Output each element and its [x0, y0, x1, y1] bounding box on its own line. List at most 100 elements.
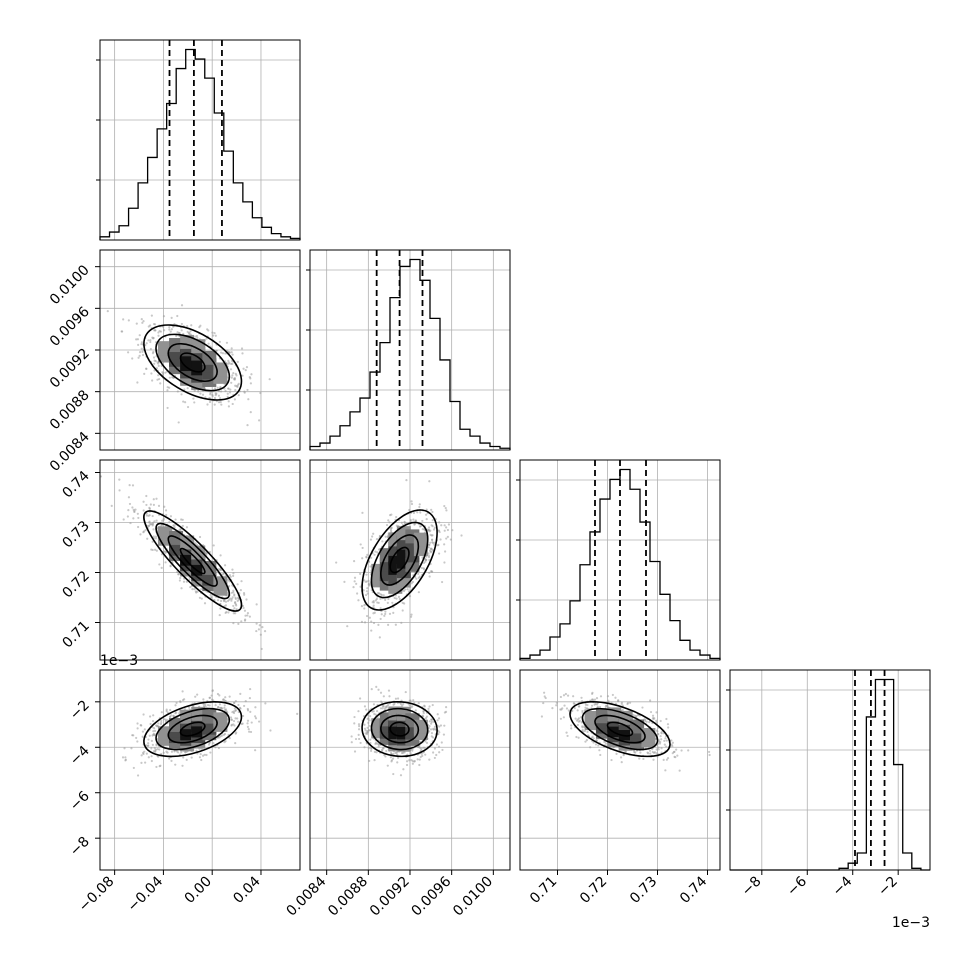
sample-point	[394, 697, 398, 700]
sample-point	[212, 742, 215, 745]
sample-point	[353, 750, 357, 753]
sample-point	[161, 371, 164, 374]
sample-point	[388, 612, 392, 615]
sample-point	[437, 543, 440, 546]
sample-point	[132, 766, 135, 770]
sample-point	[433, 756, 436, 760]
sample-point	[431, 510, 434, 514]
sample-point	[418, 758, 421, 761]
sample-point	[186, 330, 189, 334]
sample-point	[570, 724, 573, 727]
sample-point	[185, 526, 189, 529]
sample-point	[400, 521, 403, 524]
sample-point	[372, 710, 375, 713]
sample-point	[136, 740, 139, 743]
sample-point	[354, 737, 358, 741]
sample-point	[438, 751, 441, 754]
sample-point	[100, 475, 103, 478]
sample-point	[435, 743, 439, 746]
sample-point	[157, 504, 161, 507]
sample-point	[148, 324, 152, 327]
sample-point	[158, 563, 161, 566]
sample-point	[155, 549, 158, 552]
sample-point	[432, 727, 435, 731]
sample-point	[443, 543, 446, 546]
sample-point	[140, 341, 143, 344]
sample-point	[666, 757, 670, 760]
sample-point	[183, 388, 186, 391]
sample-point	[375, 751, 378, 754]
sample-point	[131, 734, 134, 737]
sample-point	[559, 717, 563, 720]
sample-point	[136, 381, 139, 384]
sample-point	[446, 535, 449, 538]
sample-point	[350, 741, 353, 744]
sample-point	[365, 573, 368, 576]
sample-point	[133, 510, 136, 514]
sample-point	[642, 757, 645, 761]
sample-point	[233, 398, 236, 401]
sample-point	[408, 699, 411, 702]
sample-point	[157, 374, 160, 377]
sample-point	[581, 728, 584, 732]
sample-point	[446, 528, 450, 532]
sample-point	[175, 334, 178, 338]
sample-point	[229, 388, 232, 391]
x-tick-label: 0.04	[230, 873, 263, 906]
sample-point	[176, 570, 179, 574]
contour-line	[581, 707, 659, 751]
sample-point	[403, 521, 406, 524]
sample-point	[247, 727, 250, 731]
sample-point	[151, 514, 154, 518]
sample-point	[120, 330, 123, 333]
sample-point	[144, 761, 147, 764]
sample-point	[178, 335, 181, 338]
sample-point	[199, 753, 202, 756]
sample-point	[148, 734, 151, 737]
sample-point	[168, 757, 171, 760]
sample-point	[430, 508, 433, 511]
sample-point	[199, 392, 202, 395]
sample-point	[381, 748, 384, 751]
sample-point	[372, 532, 375, 535]
sample-point	[429, 533, 432, 536]
sample-point	[232, 719, 236, 723]
x-tick-label: 0.0100	[450, 874, 496, 920]
sample-point	[380, 613, 383, 616]
sample-point	[543, 691, 546, 694]
sample-point	[384, 755, 387, 758]
sample-point	[223, 704, 226, 707]
sample-point	[177, 573, 180, 576]
sample-point	[197, 390, 200, 393]
sample-point	[379, 607, 382, 610]
sample-point	[375, 685, 378, 689]
sample-point	[410, 613, 413, 616]
panel-content	[121, 687, 299, 777]
sample-point	[268, 378, 271, 381]
sample-point	[150, 739, 154, 742]
sample-point	[428, 558, 431, 562]
sample-point	[382, 747, 385, 750]
sample-point	[161, 373, 165, 376]
sample-point	[421, 528, 424, 531]
sample-point	[581, 725, 584, 728]
sample-point	[234, 742, 237, 745]
sample-point	[433, 747, 437, 750]
sample-point	[649, 699, 652, 702]
sample-point	[232, 622, 235, 625]
sample-point	[381, 540, 384, 543]
sample-point	[155, 497, 158, 500]
y-tick-label: −8	[67, 834, 93, 860]
sample-point	[173, 526, 176, 529]
sample-point	[361, 546, 364, 550]
sample-point	[396, 756, 400, 759]
sample-point	[152, 732, 155, 735]
sample-point	[168, 521, 171, 524]
sample-point	[152, 750, 156, 753]
sample-point	[233, 707, 236, 710]
y-tick-label: 0.0092	[47, 346, 93, 392]
sample-point	[433, 526, 436, 529]
sample-point	[208, 696, 211, 699]
sample-point	[562, 694, 566, 697]
sample-point	[236, 385, 239, 388]
